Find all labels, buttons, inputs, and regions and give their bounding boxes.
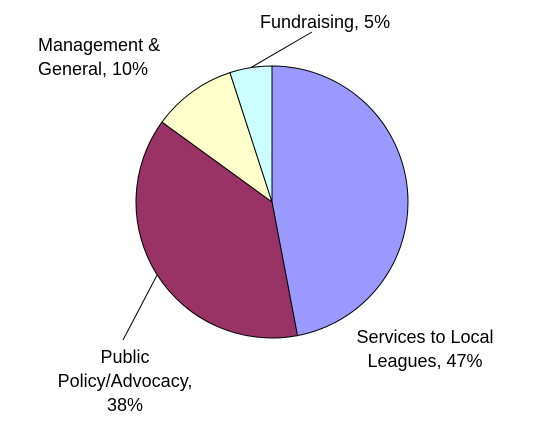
label-services-to-local-leagues: Services to Local Leagues, 47% <box>330 325 520 373</box>
label-management-and-general: Management & General, 10% <box>38 33 208 81</box>
label-line: Policy/Advocacy, <box>57 371 193 391</box>
label-line: Leagues, 47% <box>367 351 483 371</box>
label-line: Services to Local <box>356 327 494 347</box>
label-fundraising: Fundraising, 5% <box>260 10 440 34</box>
label-public-policy-advocacy: Public Policy/Advocacy, 38% <box>45 345 205 417</box>
label-line: Management & <box>38 35 161 55</box>
leader-line-public-policy-advocacy <box>122 274 158 341</box>
pie-slice-fundraising <box>229 65 273 203</box>
label-line: Fundraising, 5% <box>260 12 391 32</box>
pie-slice-management-general <box>161 72 273 204</box>
pie-slice-services-to-local-leagues <box>271 65 409 337</box>
label-line: 38% <box>106 395 144 415</box>
label-line: Public <box>100 347 150 367</box>
leader-line-fundraising <box>250 31 313 69</box>
label-line: General, 10% <box>38 59 149 79</box>
